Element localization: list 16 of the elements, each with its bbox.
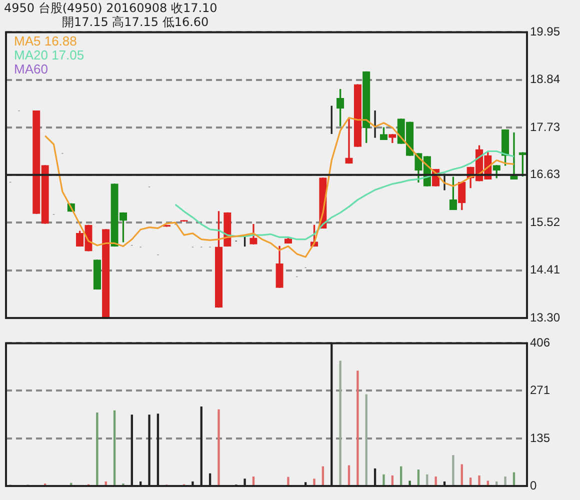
- y-tick-label: 19.95: [530, 24, 560, 39]
- y-tick-label: 14.41: [530, 262, 560, 277]
- y-tick-label: 135: [530, 430, 550, 445]
- y-tick-label: 16.63: [530, 167, 560, 182]
- y-tick-label: 18.84: [530, 72, 560, 86]
- y-tick-label: 13.30: [530, 310, 560, 324]
- legend-label: MA60: [14, 61, 48, 76]
- y-tick-label: 406: [530, 336, 550, 350]
- text: MA20 17.05: [14, 47, 84, 62]
- chart-subtitle: 開17.15 高17.15 低16.60: [62, 14, 209, 31]
- chart-title: 4950 台股(4950) 20160908 收17.10: [4, 0, 218, 16]
- text: MA5 16.88: [14, 33, 77, 48]
- y-tick-label: 17.73: [530, 120, 560, 134]
- y-tick-label: 0: [530, 478, 537, 492]
- y-tick-label: 271: [530, 382, 550, 397]
- y-tick-label: 15.52: [530, 214, 560, 229]
